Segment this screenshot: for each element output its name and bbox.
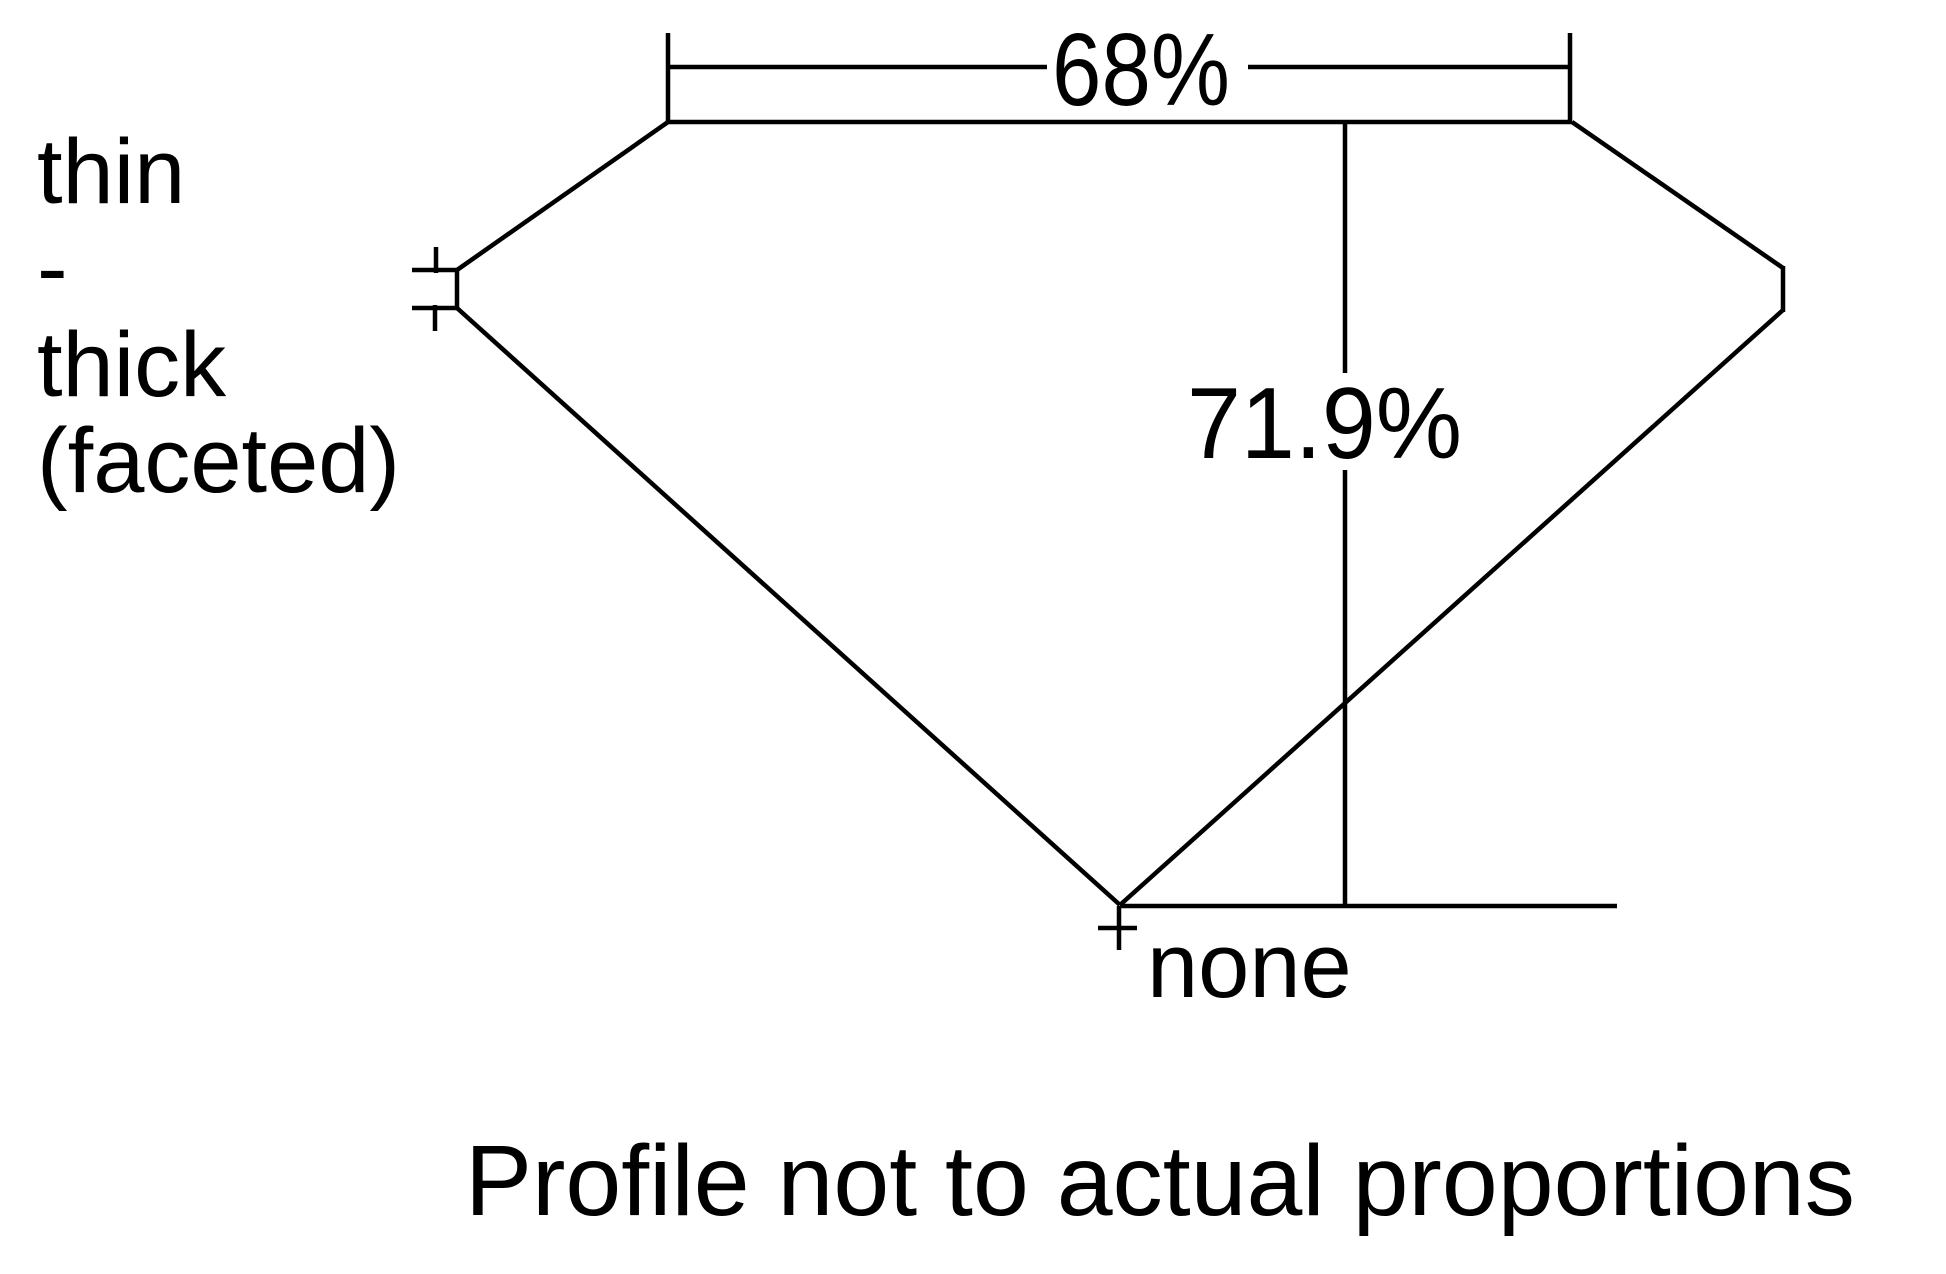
girdle-tick-marks [412, 247, 457, 331]
depth-percentage-label: 71.9% [1187, 368, 1462, 480]
culet-label: none [1147, 915, 1352, 1017]
girdle-label-line-2: - [37, 217, 68, 319]
girdle-label-line-1: thin [37, 121, 185, 223]
girdle-label-line-3: thick [37, 314, 227, 416]
girdle-label-line-4: (faceted) [37, 410, 400, 512]
depth-measurement [1120, 124, 1617, 909]
pavilion-right-line [1118, 308, 1785, 907]
table-width-dimension [665, 33, 1573, 123]
crown-left-line [455, 120, 670, 272]
crown-right-line [1570, 120, 1785, 270]
table-percentage-label: 68% [1052, 12, 1230, 127]
girdle-description-label: thin - thick (faceted) [37, 121, 400, 512]
pavilion-left-line [455, 306, 1122, 907]
culet-marker [1098, 906, 1137, 950]
footnote: Profile not to actual proportions [465, 1125, 1855, 1237]
diamond-outline [454, 119, 1786, 907]
